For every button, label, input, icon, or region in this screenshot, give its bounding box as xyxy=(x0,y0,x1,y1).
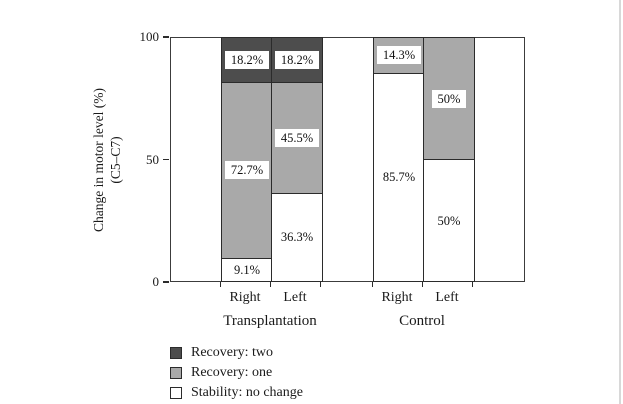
segment-recovery-one: 50% xyxy=(424,38,474,159)
y-tick-mark xyxy=(163,36,169,38)
page-edge-line xyxy=(619,0,621,404)
bar-value-label: 18.2% xyxy=(224,50,270,69)
x-group-label: Control xyxy=(399,313,445,329)
segment-stability-no-change: 85.7% xyxy=(374,72,424,281)
bar-control-right: 14.3% 85.7% xyxy=(373,37,425,282)
x-tick-mark xyxy=(471,282,473,287)
legend-swatch-icon xyxy=(170,386,182,399)
x-tick-mark xyxy=(219,282,221,287)
legend: Recovery: two Recovery: one Stability: no … xyxy=(170,343,303,403)
bar-value-label: 9.1% xyxy=(233,263,261,278)
y-axis-title-line1: Change in motor level (%) xyxy=(91,88,106,232)
segment-recovery-two: 18.2% xyxy=(272,38,322,82)
x-category-label: Right xyxy=(229,290,261,305)
x-group-label: Transplantation xyxy=(223,313,317,329)
plot-area: 18.2% 72.7% 9.1% 18.2% 45.5% 36.3% 14.3% 85.7% 5… xyxy=(170,37,525,282)
y-tick-label: 0 xyxy=(152,274,160,289)
legend-swatch-icon xyxy=(170,346,182,359)
segment-recovery-one: 72.7% xyxy=(222,81,272,259)
legend-label: Recovery: one xyxy=(191,364,273,380)
bar-value-label: 36.3% xyxy=(280,230,314,245)
legend-label: Stability: no change xyxy=(191,384,303,400)
bar-control-left: 50% 50% xyxy=(423,37,475,282)
y-axis-title: Change in motor level (%) (C5–C7) xyxy=(90,10,124,310)
y-tick-mark xyxy=(163,281,169,283)
segment-recovery-one: 14.3% xyxy=(374,38,424,73)
segment-stability-no-change: 36.3% xyxy=(272,192,322,281)
legend-swatch-icon xyxy=(170,366,182,379)
y-tick-label: 100 xyxy=(139,29,160,44)
segment-recovery-two: 18.2% xyxy=(222,38,272,82)
bar-transplantation-left: 18.2% 45.5% 36.3% xyxy=(271,37,323,282)
segment-stability-no-change: 50% xyxy=(424,159,474,281)
bar-value-label: 14.3% xyxy=(376,46,422,65)
bar-value-label: 50% xyxy=(437,213,461,228)
y-axis-title-line2: (C5–C7) xyxy=(108,136,123,184)
x-category-label: Right xyxy=(381,290,413,305)
bar-value-label: 18.2% xyxy=(274,50,320,69)
legend-row: Recovery: one xyxy=(170,363,303,382)
x-tick-mark xyxy=(421,282,423,287)
bar-value-label: 85.7% xyxy=(382,170,416,185)
legend-label: Recovery: two xyxy=(191,344,274,360)
x-category-label: Left xyxy=(283,290,307,305)
legend-row: Recovery: two xyxy=(170,343,303,362)
bar-value-label: 50% xyxy=(431,89,467,108)
segment-stability-no-change: 9.1% xyxy=(222,258,272,281)
y-tick-mark xyxy=(163,158,169,160)
bar-value-label: 45.5% xyxy=(274,128,320,147)
bar-transplantation-right: 18.2% 72.7% 9.1% xyxy=(221,37,273,282)
x-tick-mark xyxy=(371,282,373,287)
x-category-label: Left xyxy=(435,290,459,305)
x-tick-mark xyxy=(269,282,271,287)
bar-value-label: 72.7% xyxy=(224,161,270,180)
legend-row: Stability: no change xyxy=(170,383,303,402)
y-tick-label: 50 xyxy=(146,151,159,167)
segment-recovery-one: 45.5% xyxy=(272,81,322,193)
x-tick-mark xyxy=(319,282,321,287)
